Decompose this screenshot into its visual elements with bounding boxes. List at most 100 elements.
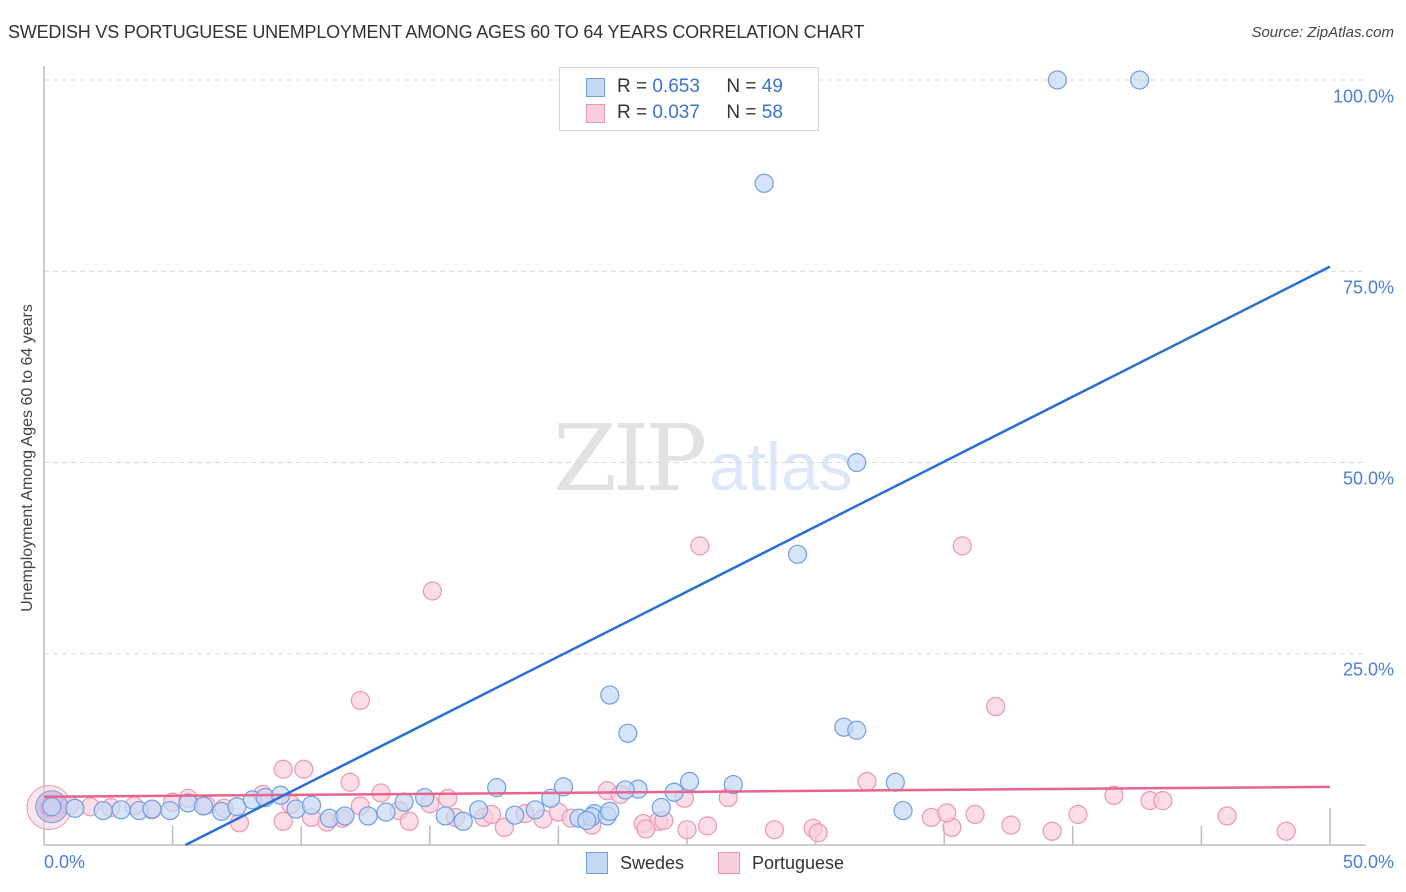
gridlines — [44, 79, 1366, 655]
legend-label-swedes: Swedes — [620, 852, 685, 873]
y-axis-label: Unemployment Among Ages 60 to 64 years — [19, 304, 36, 612]
swedes-point — [358, 806, 378, 826]
portuguese-point — [294, 759, 314, 779]
swedes-point — [142, 799, 162, 819]
swedes-point — [847, 720, 867, 740]
swedes-point — [301, 795, 322, 815]
portuguese-point — [690, 536, 710, 556]
portuguese-point — [422, 581, 442, 601]
swedes-point — [376, 802, 396, 822]
portuguese-point — [1042, 821, 1062, 841]
portuguese-point — [677, 820, 697, 840]
swedes-point — [335, 806, 355, 826]
swedes-point — [600, 685, 620, 705]
portuguese-point — [697, 816, 718, 836]
portuguese-point — [438, 788, 458, 808]
watermark-atlas: atlas — [709, 429, 853, 505]
chart-title: SWEDISH VS PORTUGUESE UNEMPLOYMENT AMONG… — [8, 22, 865, 42]
swedes-point — [885, 772, 905, 792]
swedes-point — [111, 800, 131, 820]
y-tick-50: 50.0% — [1342, 468, 1394, 489]
swedes-point — [553, 777, 574, 797]
source-label: Source: ZipAtlas.com — [1251, 24, 1394, 41]
portuguese-point — [965, 804, 985, 825]
swedes-point — [847, 452, 867, 473]
swedes-point — [65, 798, 85, 818]
portuguese-point — [1001, 815, 1021, 835]
portuguese-point — [399, 811, 419, 831]
swedes-point — [679, 771, 700, 792]
swedes-points — [35, 70, 1150, 831]
swedes-trendline — [184, 265, 1331, 847]
n-label: N = — [726, 76, 757, 97]
n-value-swedes: 49 — [761, 76, 783, 97]
swedes-point — [42, 797, 62, 817]
swedes-point — [505, 805, 525, 825]
swedes-point — [600, 801, 620, 821]
portuguese-point — [636, 819, 656, 839]
swedes-point — [453, 811, 473, 831]
swedes-point — [754, 173, 774, 193]
swedes-point — [435, 806, 455, 826]
swedes-swatch-icon — [586, 77, 605, 97]
portuguese-trendline — [43, 785, 1331, 799]
swedes-point — [893, 800, 913, 821]
swedes-swatch-icon — [586, 852, 608, 874]
r-label: R = — [617, 76, 648, 97]
portuguese-point — [986, 696, 1006, 717]
legend-row-swedes: R = 0.653 N = 49 — [586, 75, 783, 99]
portuguese-point — [273, 811, 293, 831]
axes-frame — [43, 66, 1366, 846]
portuguese-swatch-icon — [718, 852, 740, 874]
legend-row-portuguese: R = 0.037 N = 58 — [586, 101, 783, 125]
y-tick-25: 25.0% — [1342, 659, 1394, 680]
swedes-point — [577, 810, 597, 831]
swedes-point — [93, 800, 113, 821]
swedes-point — [394, 792, 414, 812]
n-label: N = — [726, 102, 757, 123]
portuguese-point — [1104, 785, 1124, 805]
zipatlas-watermark: ZIPatlas — [553, 405, 853, 512]
swedes-point — [160, 800, 180, 821]
portuguese-point — [952, 536, 972, 556]
portuguese-point — [937, 803, 957, 823]
portuguese-point — [1068, 804, 1088, 825]
swedes-point — [615, 780, 635, 800]
r-label: R = — [617, 102, 648, 123]
swedes-point — [651, 797, 671, 818]
x-tick-0: 0.0% — [44, 852, 86, 872]
swedes-point — [618, 723, 638, 743]
n-value-portuguese: 58 — [761, 102, 783, 123]
portuguese-point — [350, 690, 370, 711]
y-tick-100: 100.0% — [1332, 86, 1394, 107]
portuguese-point — [808, 823, 828, 843]
portuguese-point — [1153, 791, 1173, 811]
watermark-zip: ZIP — [553, 405, 707, 512]
swedes-point — [723, 774, 743, 795]
portuguese-point — [857, 771, 877, 792]
portuguese-point — [273, 759, 293, 779]
swedes-point — [415, 787, 435, 808]
swedes-point — [1130, 70, 1150, 90]
portuguese-point — [494, 817, 514, 838]
portuguese-point — [1276, 821, 1296, 841]
swedes-point — [787, 544, 808, 564]
trendlines — [43, 265, 1331, 847]
swedes-point — [469, 800, 489, 820]
swedes-point — [525, 800, 545, 820]
legend-item-swedes[interactable]: Swedes — [586, 852, 684, 874]
r-value-portuguese: 0.037 — [652, 102, 700, 123]
swedes-point — [193, 796, 214, 816]
swedes-point — [1047, 70, 1067, 90]
legend-label-portuguese: Portuguese — [752, 852, 845, 873]
r-value-swedes: 0.653 — [652, 76, 700, 97]
portuguese-point — [340, 772, 360, 792]
x-tick-50: 50.0% — [1342, 852, 1394, 872]
portuguese-point — [1217, 806, 1237, 826]
correlation-legend: R = 0.653 N = 49 R = 0.037 N = 58 — [559, 67, 819, 131]
legend-item-portuguese[interactable]: Portuguese — [718, 852, 844, 874]
y-tick-75: 75.0% — [1342, 277, 1394, 298]
portuguese-swatch-icon — [586, 103, 605, 123]
portuguese-point — [764, 820, 785, 840]
